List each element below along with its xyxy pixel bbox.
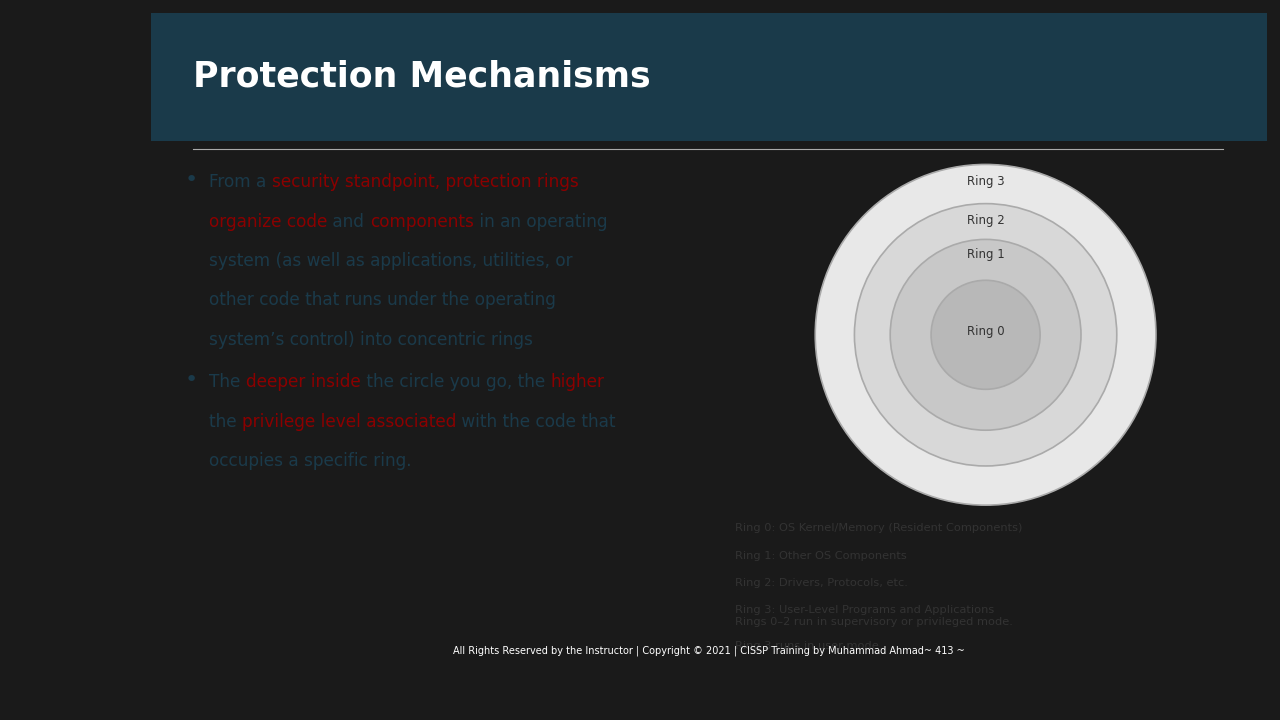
Text: in an operating: in an operating xyxy=(474,213,607,231)
Circle shape xyxy=(890,239,1082,430)
Text: •: • xyxy=(184,170,198,190)
Text: system (as well as applications, utilities, or: system (as well as applications, utiliti… xyxy=(209,252,572,270)
Text: Ring 3: Ring 3 xyxy=(966,175,1005,188)
Text: organize code: organize code xyxy=(209,213,328,231)
Text: Ring 0: OS Kernel/Memory (Resident Components): Ring 0: OS Kernel/Memory (Resident Compo… xyxy=(735,523,1023,534)
Text: Ring 2: Ring 2 xyxy=(966,214,1005,228)
Text: the: the xyxy=(209,413,242,431)
Text: Protection Mechanisms: Protection Mechanisms xyxy=(193,60,652,94)
Text: Ring 2: Drivers, Protocols, etc.: Ring 2: Drivers, Protocols, etc. xyxy=(735,578,908,588)
Circle shape xyxy=(931,280,1041,390)
Circle shape xyxy=(815,164,1156,505)
Text: components: components xyxy=(370,213,474,231)
Text: the circle you go, the: the circle you go, the xyxy=(361,374,550,392)
Text: Ring 3: User-Level Programs and Applications: Ring 3: User-Level Programs and Applicat… xyxy=(735,606,995,616)
Text: Ring 1: Ring 1 xyxy=(966,248,1005,261)
Text: Ring 3 runs in user mode.: Ring 3 runs in user mode. xyxy=(735,642,882,651)
Text: security standpoint, protection rings: security standpoint, protection rings xyxy=(271,174,579,192)
Text: higher: higher xyxy=(550,374,604,392)
Text: privilege level associated: privilege level associated xyxy=(242,413,457,431)
Text: Ring 1: Other OS Components: Ring 1: Other OS Components xyxy=(735,551,906,561)
Text: deeper inside: deeper inside xyxy=(246,374,361,392)
Text: occupies a specific ring.: occupies a specific ring. xyxy=(209,452,412,470)
Text: Ring 0: Ring 0 xyxy=(966,325,1005,338)
Bar xyxy=(151,13,1267,140)
Text: other code that runs under the operating: other code that runs under the operating xyxy=(209,292,556,310)
Circle shape xyxy=(855,204,1116,466)
Text: with the code that: with the code that xyxy=(457,413,616,431)
Text: The: The xyxy=(209,374,246,392)
Text: •: • xyxy=(184,370,198,390)
Text: system’s control) into concentric rings: system’s control) into concentric rings xyxy=(209,330,532,348)
Text: All Rights Reserved by the Instructor | Copyright © 2021 | CISSP Training by Muh: All Rights Reserved by the Instructor | … xyxy=(453,646,965,656)
Text: and: and xyxy=(328,213,370,231)
Text: Rings 0–2 run in supervisory or privileged mode.: Rings 0–2 run in supervisory or privileg… xyxy=(735,617,1012,627)
Text: From a: From a xyxy=(209,174,271,192)
